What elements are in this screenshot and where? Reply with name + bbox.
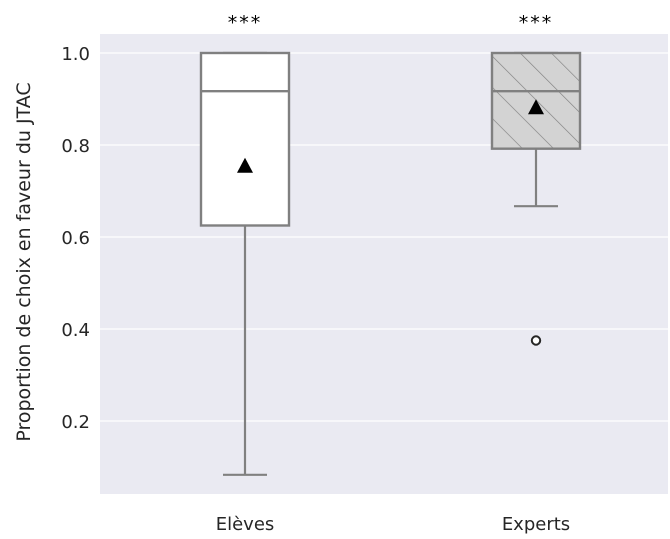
mean-marker xyxy=(528,99,544,115)
plot-background xyxy=(100,34,668,494)
box-group: *** xyxy=(490,12,582,346)
y-axis-label: Proportion de choix en faveur du JTAC xyxy=(13,82,35,441)
x-tick-label: Elèves xyxy=(216,514,275,535)
boxes: *** *** xyxy=(199,12,582,476)
y-tick-label: 1.0 xyxy=(61,44,90,65)
mean-marker xyxy=(237,157,253,173)
box-outline xyxy=(490,51,582,150)
y-tick-labels: 0.2 0.4 0.6 0.8 1.0 xyxy=(61,44,90,433)
box-group: *** xyxy=(199,12,291,476)
y-tick-label: 0.8 xyxy=(61,136,90,157)
box-outline xyxy=(199,51,291,227)
x-tick-label: Experts xyxy=(502,514,570,535)
outlier-point xyxy=(530,335,542,346)
x-tick-labels: Elèves Experts xyxy=(216,514,570,535)
significance-label: *** xyxy=(228,12,263,34)
y-tick-label: 0.2 xyxy=(61,412,90,433)
y-tick-label: 0.4 xyxy=(61,320,90,341)
significance-label: *** xyxy=(519,12,554,34)
box-fill xyxy=(201,53,289,226)
y-tick-label: 0.6 xyxy=(61,228,90,249)
